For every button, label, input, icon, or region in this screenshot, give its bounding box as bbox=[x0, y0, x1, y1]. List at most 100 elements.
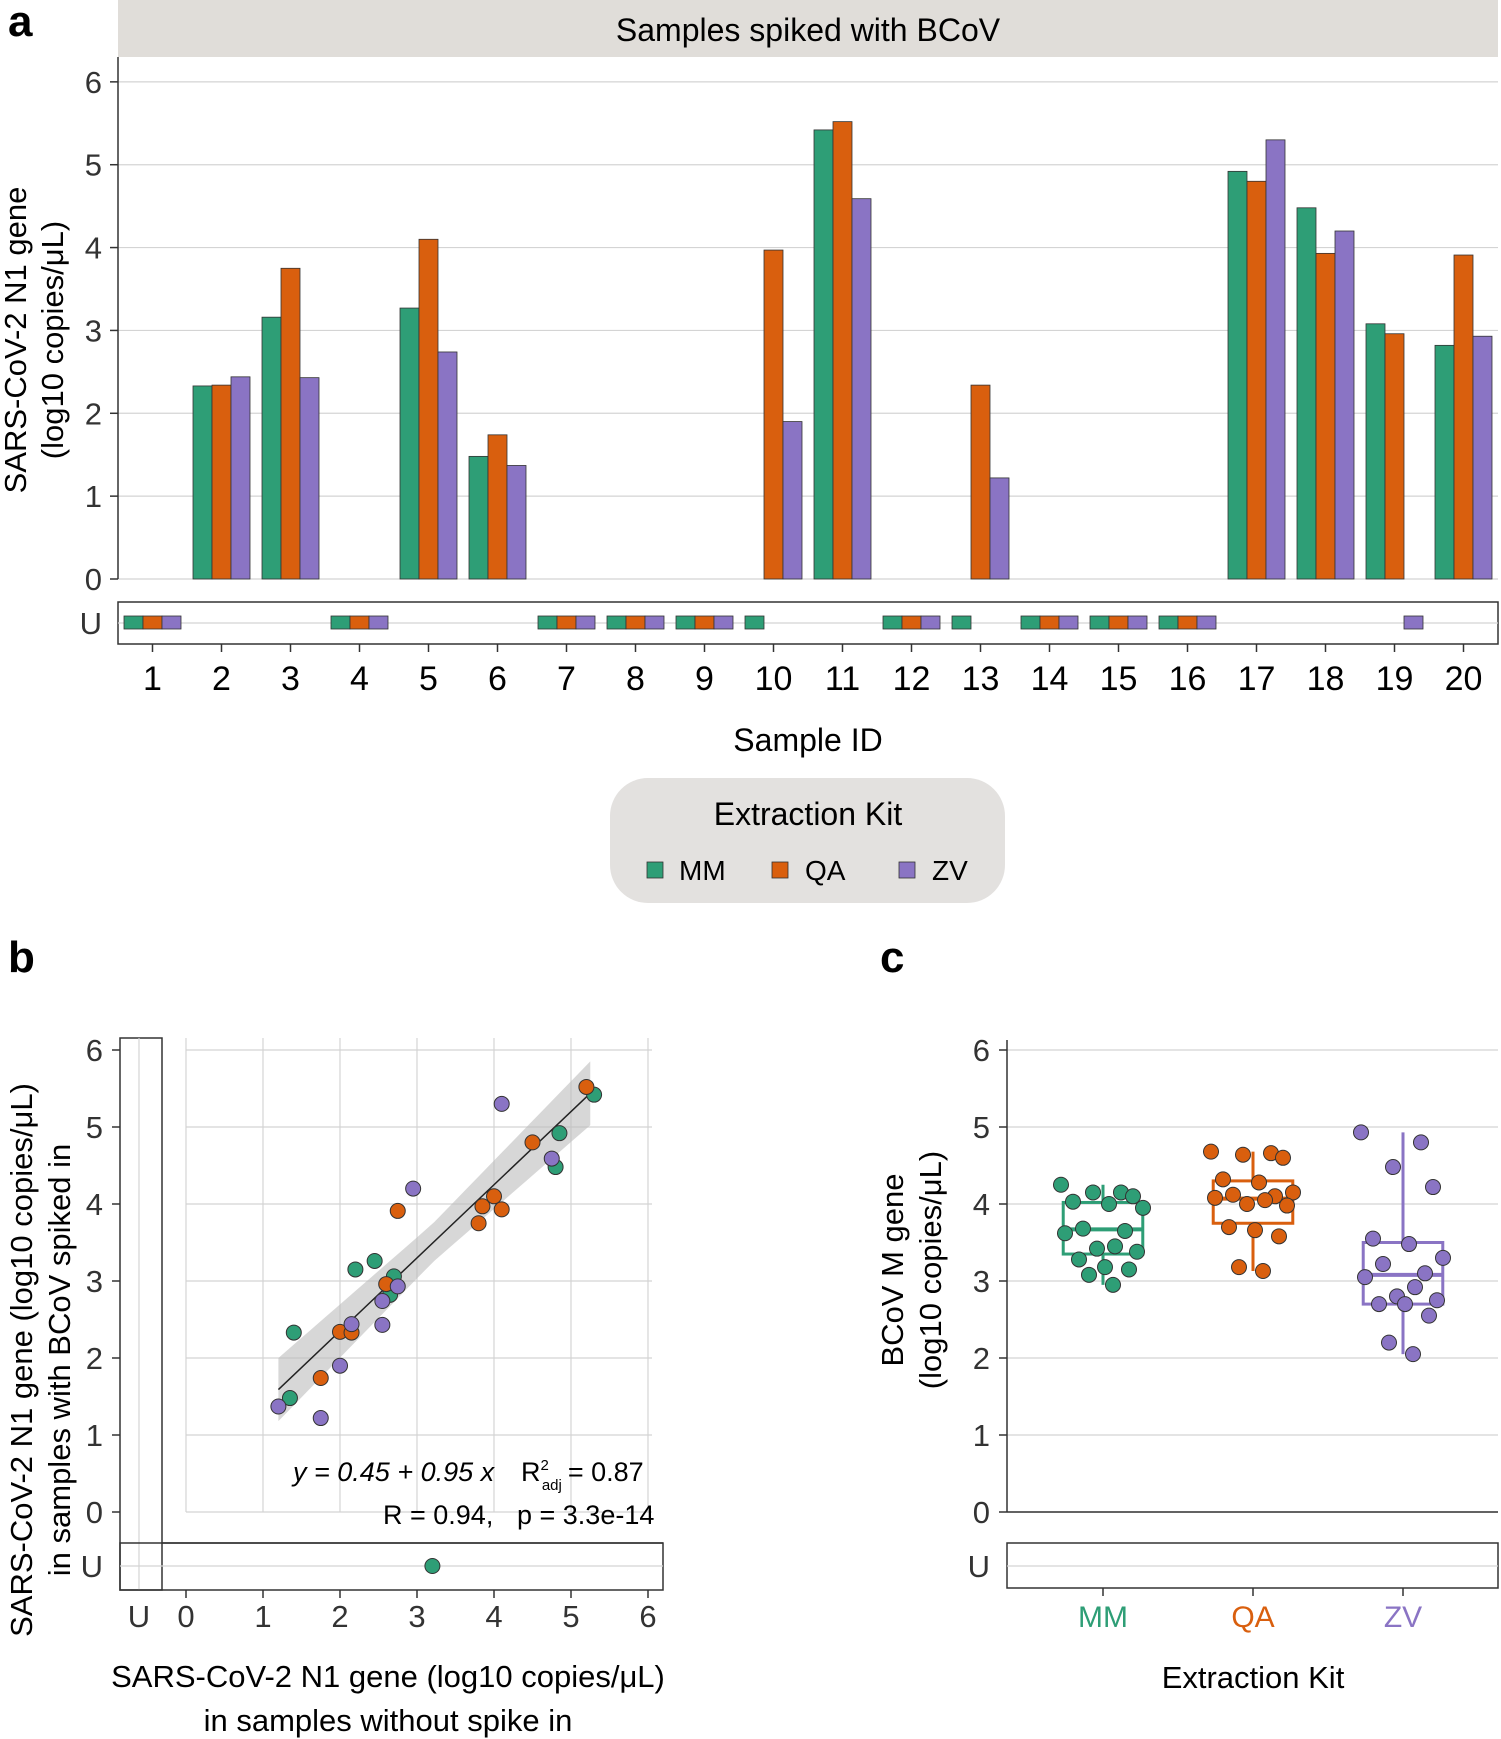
panel-b-r2-sub: adj bbox=[542, 1477, 562, 1494]
undetected-qa-8 bbox=[625, 615, 646, 630]
panel-b-equation: y = 0.45 + 0.95 x bbox=[291, 1457, 496, 1487]
panel-c-y-tick-label: 5 bbox=[973, 1110, 990, 1145]
panel-c-boxes bbox=[1053, 1124, 1451, 1363]
box-point-zv bbox=[1435, 1249, 1451, 1266]
undetected-mm-10 bbox=[744, 615, 765, 630]
box-point-qa bbox=[1235, 1146, 1251, 1163]
panel-a-y-ticks: 0 1 2 3 4 5 6 bbox=[85, 57, 119, 597]
box-point-mm bbox=[1057, 1225, 1073, 1242]
panel-c-x-ticks: MM QA ZV bbox=[1078, 1588, 1422, 1634]
panel-a-x-tick-label: 18 bbox=[1307, 660, 1345, 698]
panel-b-y-tick-label: 2 bbox=[86, 1341, 103, 1376]
bar-qa-18 bbox=[1315, 252, 1336, 580]
panel-b-r: R = 0.94, bbox=[383, 1500, 493, 1530]
box-point-mm bbox=[1097, 1259, 1113, 1276]
panel-b-x-tick-label: 1 bbox=[254, 1599, 271, 1634]
panel-a-strip-title: Samples spiked with BCoV bbox=[616, 12, 1001, 48]
bar-qa-6 bbox=[487, 434, 508, 580]
box-point-mm bbox=[1089, 1240, 1105, 1257]
box-point-zv bbox=[1401, 1236, 1417, 1253]
panel-b-x-tick-label: 5 bbox=[562, 1599, 579, 1634]
undetected-mm-8 bbox=[606, 615, 627, 630]
box-point-mm bbox=[1075, 1220, 1091, 1237]
panel-b-y-tick-label: 5 bbox=[86, 1110, 103, 1145]
panel-c-ylabel-line2: (log10 copies/μL) bbox=[913, 1151, 948, 1389]
bar-zv-3 bbox=[299, 377, 320, 580]
box-point-qa bbox=[1257, 1192, 1273, 1209]
bar-mm-11 bbox=[813, 129, 834, 580]
panel-c-y-tick-label: 1 bbox=[973, 1418, 990, 1453]
panel-b-x-undetected-label: U bbox=[128, 1599, 150, 1634]
panel-a-y-tick-label: 1 bbox=[85, 479, 102, 514]
scatter-point-zv bbox=[332, 1357, 348, 1374]
panel-a-x-tick-label: 17 bbox=[1238, 660, 1276, 698]
panel-b-x-tick-label: 6 bbox=[639, 1599, 656, 1634]
panel-b-plot: 0 0 1 1 2 2 3 3 4 4 5 5 6 6 UU bbox=[81, 1033, 664, 1634]
box-point-qa bbox=[1207, 1189, 1223, 1206]
box-point-qa bbox=[1275, 1149, 1291, 1166]
scatter-point-mm bbox=[366, 1252, 383, 1269]
panel-b-r2-sup: 2 bbox=[541, 1457, 549, 1474]
legend-swatch-qa bbox=[771, 861, 789, 879]
box-point-qa bbox=[1225, 1186, 1241, 1203]
bar-mm-18 bbox=[1296, 207, 1317, 580]
box-point-mm bbox=[1125, 1188, 1141, 1205]
scatter-point-mm bbox=[424, 1558, 441, 1574]
bar-qa-2 bbox=[211, 384, 232, 580]
panel-a-x-tick-label: 16 bbox=[1169, 660, 1207, 698]
scatter-point-zv bbox=[543, 1150, 560, 1167]
legend-swatch-mm bbox=[646, 861, 664, 879]
panel-label-c: c bbox=[880, 933, 904, 982]
scatter-point-qa bbox=[389, 1202, 406, 1219]
undetected-mm-7 bbox=[537, 615, 558, 630]
panel-a-y-tick-label: 3 bbox=[85, 313, 102, 348]
scatter-point-mm bbox=[285, 1324, 302, 1341]
panel-a-x-tick-label: 2 bbox=[212, 660, 231, 698]
panel-c-gridlines: 0 1 2 3 4 5 6 bbox=[973, 1033, 1498, 1530]
panel-b-y-tick-label: 6 bbox=[86, 1033, 103, 1068]
box-point-zv bbox=[1375, 1256, 1391, 1273]
panel-a-x-tick-label: 4 bbox=[350, 660, 369, 698]
panel-a-x-tick-label: 5 bbox=[419, 660, 438, 698]
undetected-qa-15 bbox=[1108, 615, 1129, 630]
undetected-zv-9 bbox=[713, 615, 734, 630]
panel-a-y-tick-label: 6 bbox=[85, 65, 102, 100]
bar-mm-6 bbox=[468, 455, 489, 580]
bar-qa-17 bbox=[1246, 180, 1267, 580]
panel-a-x-ticks: 1 2 3 4 5 6 7 8 9 10 11 12 13 14 15 16 17 18 19 20 bbox=[143, 644, 1482, 698]
panel-c-ylabel-line1: BCoV M gene bbox=[875, 1174, 910, 1367]
scatter-point-zv bbox=[374, 1316, 391, 1333]
panel-c-y-tick-label: 4 bbox=[973, 1187, 990, 1222]
box-point-qa bbox=[1239, 1196, 1255, 1212]
undetected-qa-16 bbox=[1177, 615, 1198, 630]
panel-b-fit-line bbox=[277, 1092, 591, 1391]
scatter-point-qa bbox=[312, 1370, 329, 1387]
scatter-point-zv bbox=[270, 1398, 287, 1415]
panel-a-bars bbox=[192, 121, 1493, 580]
panel-b-r2-value: = 0.87 bbox=[568, 1457, 644, 1487]
box-point-mm bbox=[1053, 1176, 1069, 1193]
scatter-point-qa bbox=[524, 1134, 541, 1151]
panel-b-ylabel-line1: SARS-CoV-2 N1 gene (log10 copies/μL) bbox=[4, 1083, 39, 1637]
panel-b-undetected-x-strip bbox=[119, 1037, 163, 1591]
panel-b-r2-label: R bbox=[521, 1457, 541, 1487]
scatter-point-zv bbox=[493, 1095, 510, 1112]
bar-qa-5 bbox=[418, 238, 439, 580]
box-point-mm bbox=[1081, 1266, 1097, 1283]
panel-a-x-tick-label: 8 bbox=[626, 660, 645, 698]
bar-mm-2 bbox=[192, 385, 213, 580]
undetected-qa-12 bbox=[901, 615, 922, 630]
panel-b-y-tick-label: 0 bbox=[86, 1495, 103, 1530]
undetected-zv-8 bbox=[644, 615, 665, 630]
panel-b-ylabel-line2: in samples with BCoV spiked in bbox=[42, 1144, 77, 1576]
panel-a-x-tick-label: 1 bbox=[143, 660, 162, 698]
scatter-point-zv bbox=[312, 1410, 329, 1427]
scatter-point-qa bbox=[474, 1198, 491, 1215]
box-point-qa bbox=[1247, 1222, 1263, 1239]
bar-qa-3 bbox=[280, 267, 301, 580]
panel-c-undetected-label: U bbox=[968, 1549, 990, 1584]
panel-b-x-tick-label: 0 bbox=[177, 1599, 194, 1634]
panel-c-y-tick-label: 3 bbox=[973, 1264, 990, 1299]
bar-zv-11 bbox=[851, 198, 872, 580]
